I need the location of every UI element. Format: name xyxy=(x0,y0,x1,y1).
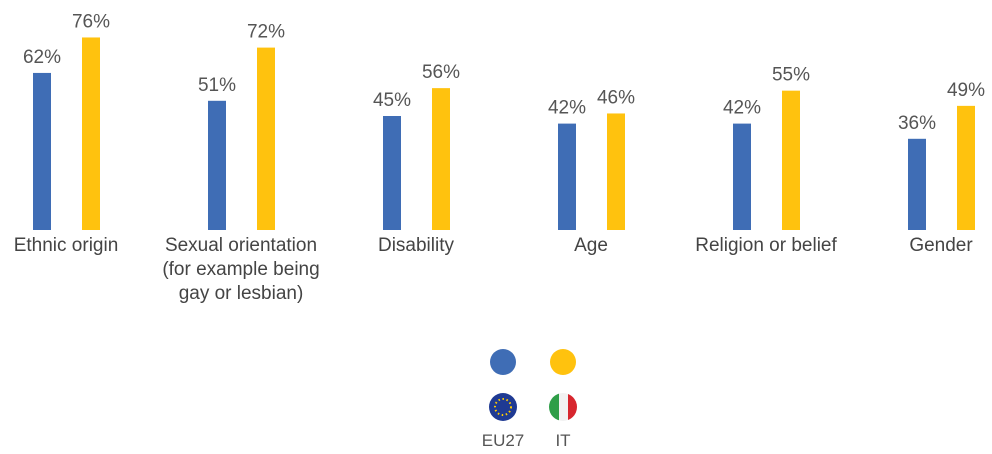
value-label: 56% xyxy=(422,62,460,83)
legend-swatch xyxy=(550,349,576,375)
it-flag xyxy=(549,393,577,421)
legend-swatch xyxy=(490,349,516,375)
bar xyxy=(908,138,926,230)
bar xyxy=(558,123,576,230)
value-label: 62% xyxy=(23,47,61,68)
x-tick-label: Gender xyxy=(909,235,973,256)
value-label: 45% xyxy=(373,90,411,111)
bar xyxy=(432,88,450,230)
bar xyxy=(782,90,800,231)
bar xyxy=(33,72,51,230)
bar xyxy=(383,116,401,230)
legend-label: EU27 xyxy=(482,431,525,450)
x-tick-label: Age xyxy=(574,235,608,256)
bar xyxy=(957,105,975,230)
bar xyxy=(607,113,625,230)
value-label: 72% xyxy=(247,22,285,43)
value-label: 46% xyxy=(597,87,635,108)
bar xyxy=(257,47,275,230)
eu-flag xyxy=(489,393,517,421)
value-label: 49% xyxy=(947,80,985,101)
value-label: 51% xyxy=(198,75,236,96)
legend-label: IT xyxy=(555,431,570,450)
bar xyxy=(208,100,226,230)
bar xyxy=(82,37,100,230)
x-tick-label: Sexual orientation (for example being ga… xyxy=(162,235,320,304)
value-label: 76% xyxy=(72,11,110,32)
bar xyxy=(733,123,751,230)
value-label: 36% xyxy=(898,113,936,134)
x-tick-label: Disability xyxy=(377,235,455,256)
value-label: 42% xyxy=(548,98,586,119)
x-tick-label: Religion or belief xyxy=(695,235,837,256)
x-tick-label: Ethnic origin xyxy=(13,235,119,256)
value-label: 55% xyxy=(772,65,810,86)
value-label: 42% xyxy=(723,98,761,119)
